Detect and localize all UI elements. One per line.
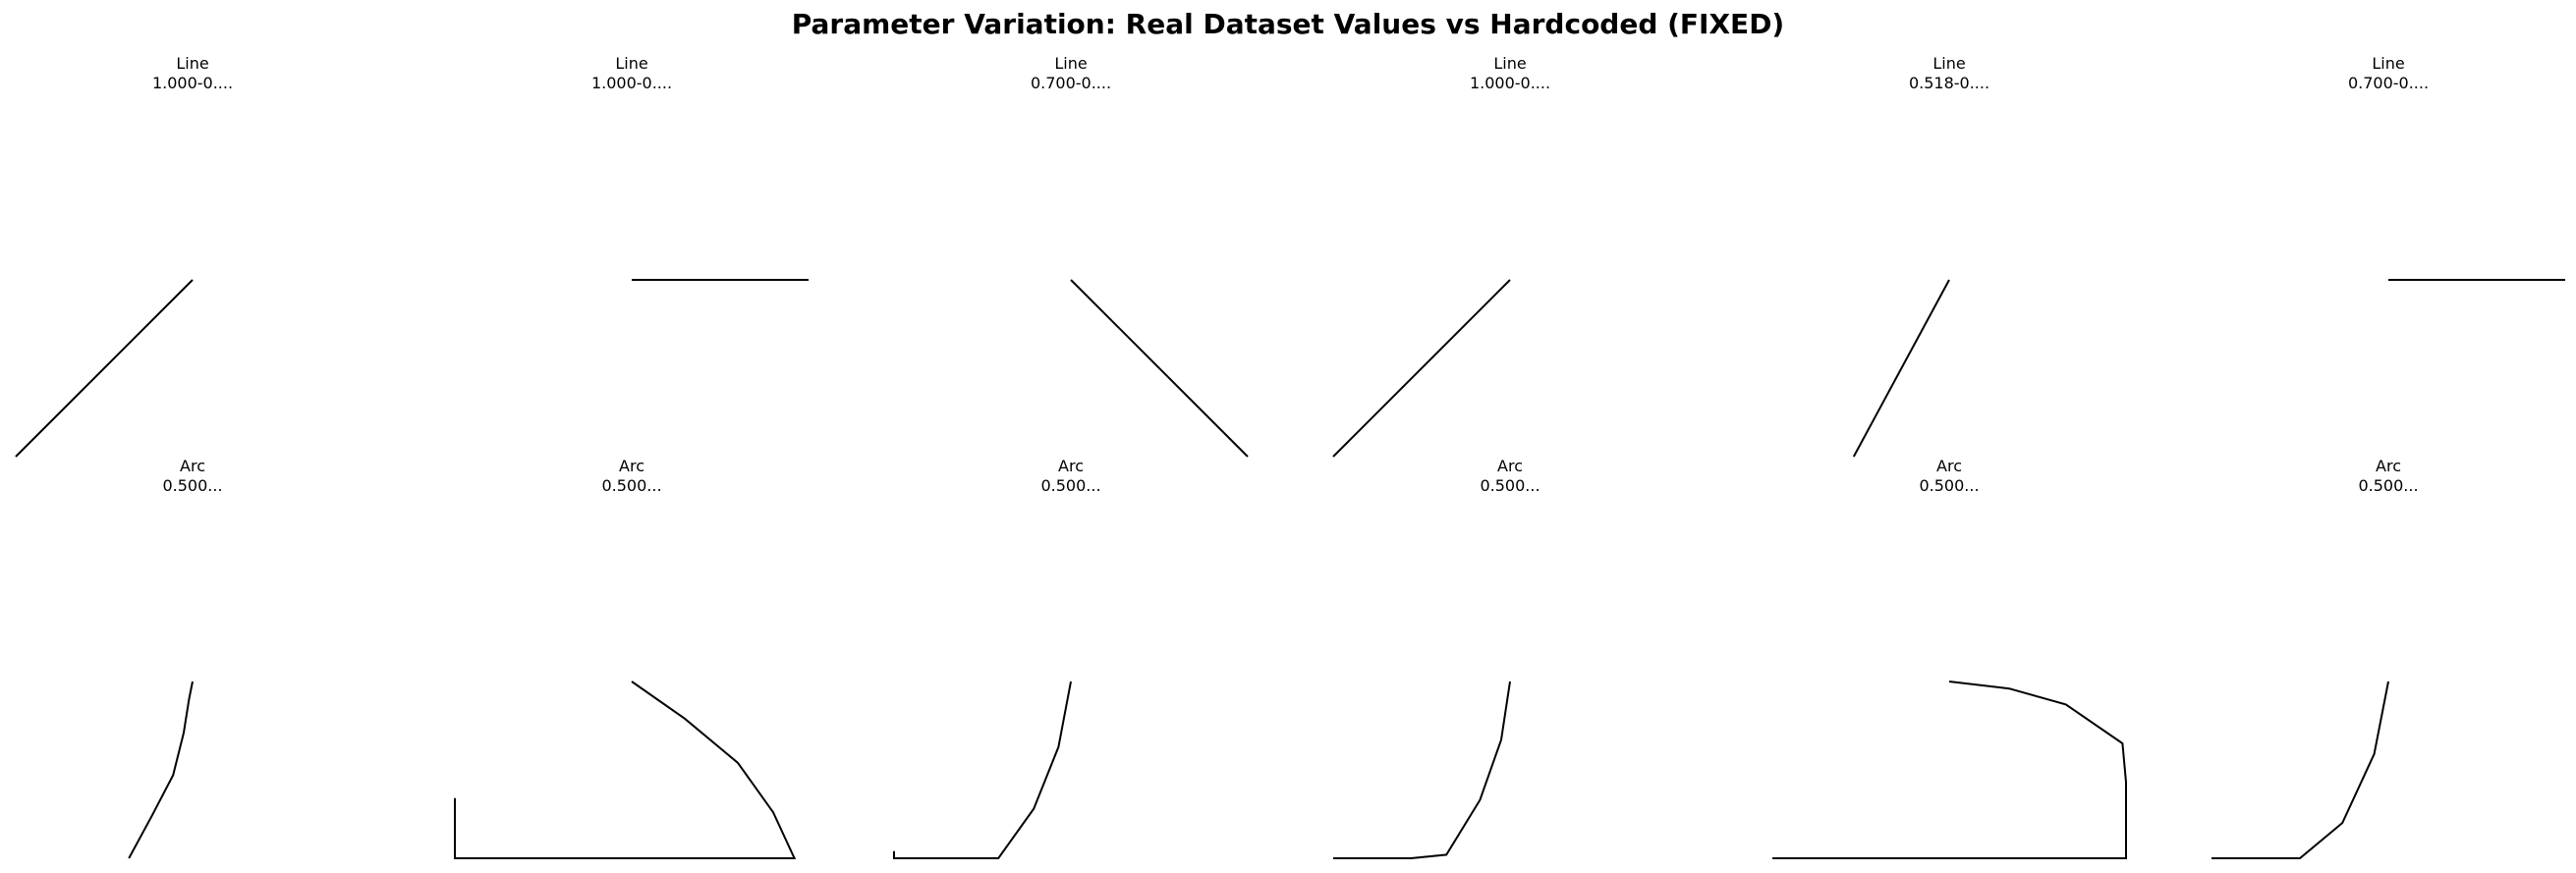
- subplot-title-params: 1.000-0....: [151, 74, 234, 92]
- subplot-title-params: 0.500...: [601, 476, 662, 495]
- subplot-title-params: 0.500...: [2358, 476, 2419, 495]
- figure-title: Parameter Variation: Real Dataset Values…: [791, 8, 1785, 40]
- subplot-title-label: Line: [1054, 54, 1088, 73]
- subplot-title-params: 0.500...: [162, 476, 223, 495]
- subplot-title-label: Arc: [2376, 457, 2401, 475]
- subplot-title-9: Arc 0.500...: [894, 457, 1248, 496]
- series-line-4: [1332, 279, 1511, 458]
- subplot-title-12: Arc 0.500...: [2212, 457, 2565, 496]
- series-line-10: [1333, 681, 1511, 859]
- subplot-title-6: Line 0.700-0....: [2212, 54, 2565, 93]
- subplot-title-label: Line: [1932, 54, 1966, 73]
- subplot-title-label: Arc: [1936, 457, 1962, 475]
- subplot-title-label: Line: [2372, 54, 2405, 73]
- subplot-title-params: 0.700-0....: [1030, 74, 1112, 92]
- subplot-title-params: 1.000-0....: [590, 74, 673, 92]
- subplot-title-1: Line 1.000-0....: [16, 54, 369, 93]
- series-line-3: [1070, 279, 1249, 458]
- subplot-title-10: Arc 0.500...: [1333, 457, 1687, 496]
- subplot-title-3: Line 0.700-0....: [894, 54, 1248, 93]
- subplot-title-label: Line: [176, 54, 209, 73]
- subplot-title-params: 0.500...: [1480, 476, 1540, 495]
- subplot-title-params: 0.518-0....: [1908, 74, 1990, 92]
- subplot-title-label: Arc: [1058, 457, 1084, 475]
- series-line-7: [128, 681, 194, 859]
- series-line-1: [15, 279, 194, 458]
- subplot-title-params: 1.000-0....: [1469, 74, 1551, 92]
- subplot-title-5: Line 0.518-0....: [1772, 54, 2126, 93]
- subplot-title-label: Arc: [180, 457, 205, 475]
- subplot-title-4: Line 1.000-0....: [1333, 54, 1687, 93]
- series-line-5: [1852, 279, 1950, 458]
- subplot-title-label: Line: [1493, 54, 1527, 73]
- subplot-title-label: Line: [615, 54, 648, 73]
- subplot-title-11: Arc 0.500...: [1772, 457, 2126, 496]
- subplot-title-params: 0.700-0....: [2347, 74, 2430, 92]
- series-line-12: [2212, 681, 2389, 859]
- subplot-title-2: Line 1.000-0....: [455, 54, 809, 93]
- subplot-title-7: Arc 0.500...: [16, 457, 369, 496]
- subplot-title-label: Arc: [1497, 457, 1523, 475]
- series-line-8: [454, 681, 797, 859]
- subplot-title-8: Arc 0.500...: [455, 457, 809, 496]
- subplot-title-label: Arc: [619, 457, 644, 475]
- series-line-9: [893, 681, 1072, 859]
- subplot-title-params: 0.500...: [1040, 476, 1101, 495]
- series-line-11: [1772, 681, 2127, 859]
- subplot-title-params: 0.500...: [1919, 476, 1980, 495]
